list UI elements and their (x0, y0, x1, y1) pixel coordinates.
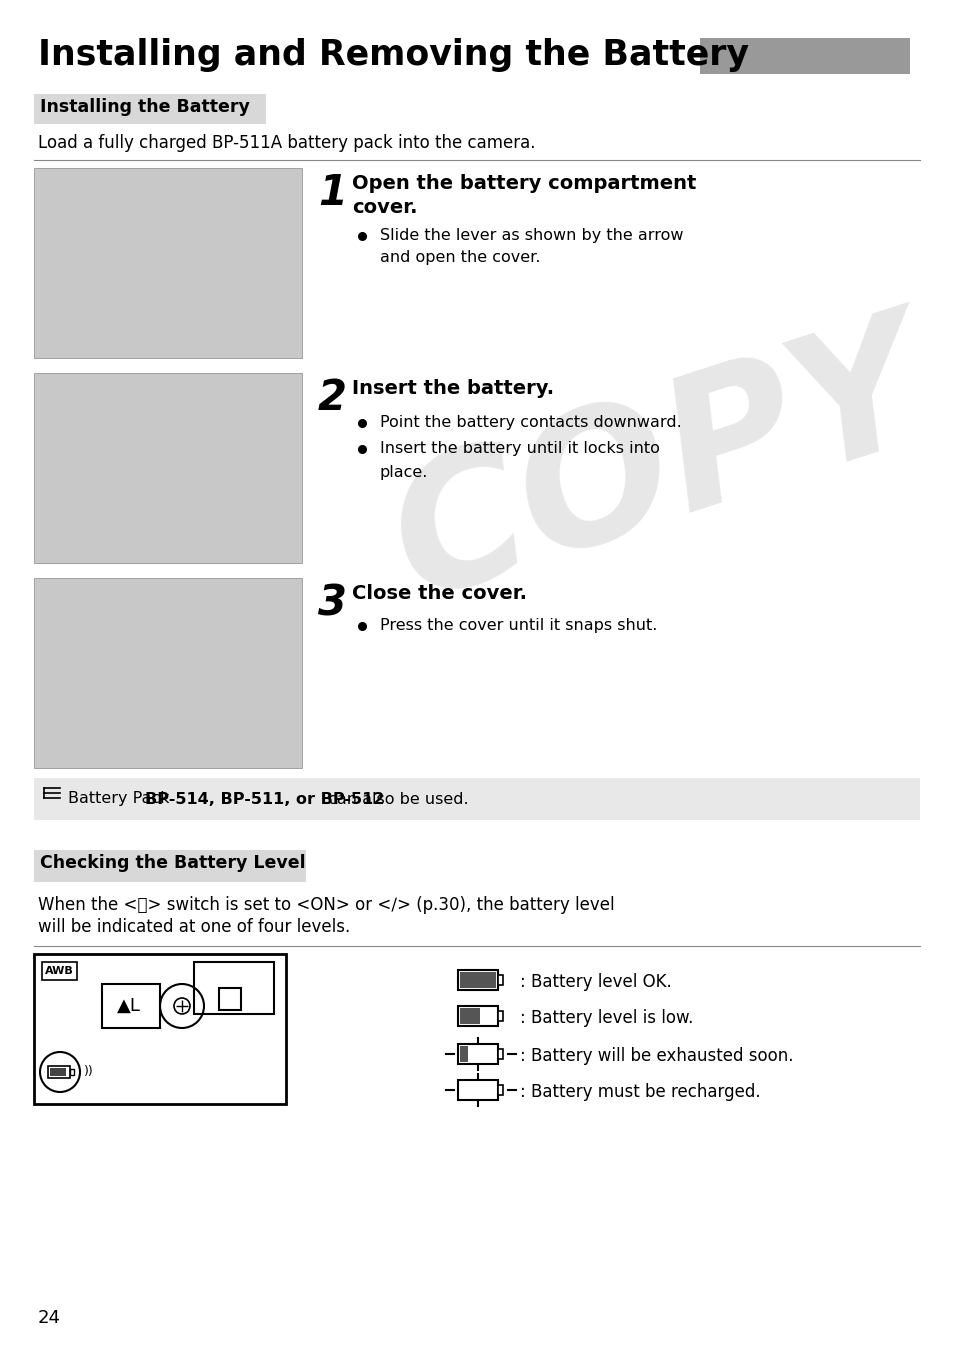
Text: 24: 24 (38, 1309, 61, 1328)
Bar (457, 970, 497, 990)
Text: : Battery must be recharged.: : Battery must be recharged. (519, 1083, 760, 1102)
Text: cover.: cover. (352, 198, 417, 217)
Text: When the <ⓨ> switch is set to <ON> or <∕> (p.30), the battery level: When the <ⓨ> switch is set to <ON> or <∕… (38, 896, 614, 915)
Bar (497, 1049, 502, 1059)
Text: and open the cover.: and open the cover. (379, 250, 540, 265)
Text: Installing the Battery: Installing the Battery (40, 98, 250, 116)
Text: : Battery will be exhausted soon.: : Battery will be exhausted soon. (519, 1046, 793, 1065)
Text: : Battery level is low.: : Battery level is low. (519, 1009, 693, 1028)
Bar (34, 373, 302, 564)
Text: )): )) (84, 1065, 93, 1079)
Bar (459, 972, 496, 989)
Text: Slide the lever as shown by the arrow: Slide the lever as shown by the arrow (379, 229, 682, 243)
Bar (34, 850, 306, 882)
Bar (34, 94, 266, 124)
Bar (34, 168, 302, 358)
Bar (497, 1011, 502, 1021)
Bar (48, 1067, 70, 1077)
Text: will be indicated at one of four levels.: will be indicated at one of four levels. (38, 919, 350, 936)
Text: 3: 3 (317, 582, 347, 624)
Bar (34, 954, 286, 1104)
Text: Press the cover until it snaps shut.: Press the cover until it snaps shut. (379, 617, 657, 633)
Text: ▲L: ▲L (117, 997, 141, 1015)
Text: Load a fully charged BP-511A battery pack into the camera.: Load a fully charged BP-511A battery pac… (38, 134, 535, 152)
Bar (34, 578, 302, 768)
Bar (457, 1006, 497, 1026)
Text: Close the cover.: Close the cover. (352, 584, 526, 603)
Text: : Battery level OK.: : Battery level OK. (519, 972, 671, 991)
Text: Open the battery compartment: Open the battery compartment (352, 174, 696, 192)
Text: Installing and Removing the Battery: Installing and Removing the Battery (38, 38, 748, 73)
Bar (102, 985, 160, 1028)
Bar (459, 1046, 468, 1063)
Bar (457, 1080, 497, 1100)
Text: can also be used.: can also be used. (323, 791, 468, 807)
Bar (497, 975, 502, 985)
Text: BP-514, BP-511, or BP-512: BP-514, BP-511, or BP-512 (145, 791, 384, 807)
Text: Checking the Battery Level: Checking the Battery Level (40, 854, 305, 872)
Bar (50, 1068, 66, 1076)
Bar (219, 989, 241, 1010)
Text: 2: 2 (317, 377, 347, 420)
Text: place.: place. (379, 465, 428, 480)
Bar (42, 962, 77, 981)
Bar (70, 1069, 74, 1075)
Text: Battery Pack: Battery Pack (68, 791, 174, 807)
Bar (34, 777, 919, 820)
Bar (193, 962, 274, 1014)
Text: Insert the battery until it locks into: Insert the battery until it locks into (379, 441, 659, 456)
Bar (459, 1007, 479, 1024)
Text: Point the battery contacts downward.: Point the battery contacts downward. (379, 416, 681, 430)
Text: 1: 1 (317, 172, 347, 214)
Bar (700, 38, 909, 74)
Text: COPY: COPY (372, 300, 947, 636)
Bar (457, 1044, 497, 1064)
Bar (497, 1085, 502, 1095)
Text: AWB: AWB (45, 966, 73, 976)
Text: Insert the battery.: Insert the battery. (352, 379, 554, 398)
